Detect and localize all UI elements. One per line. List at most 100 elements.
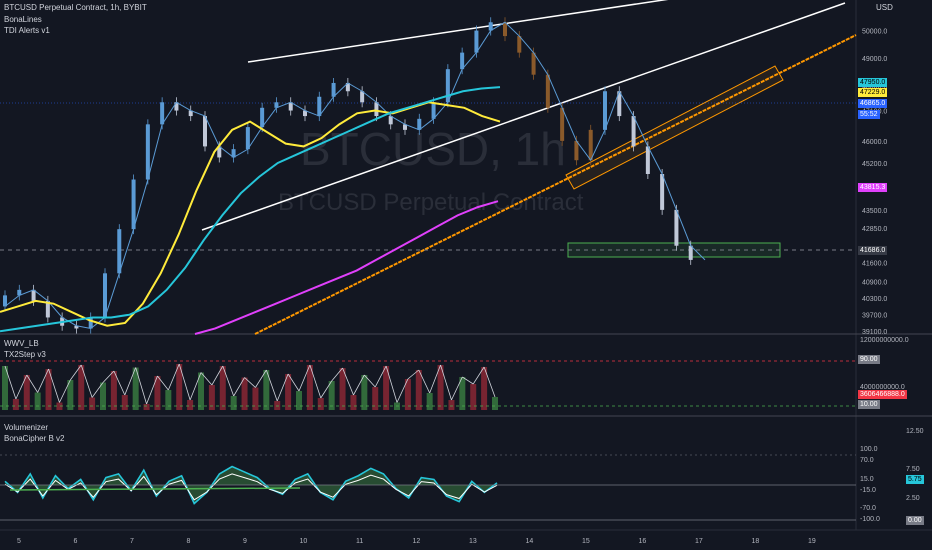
x-tick-label: 8 [187, 538, 191, 545]
price-candles[interactable] [3, 17, 693, 334]
tx2step-bar [274, 401, 281, 410]
tx2step-bar [459, 377, 466, 410]
tx2step-line [26, 374, 39, 393]
pane2-tag-volume: 3606466888.0 [858, 390, 907, 399]
y-tick-label: 40300.0 [862, 296, 887, 303]
pane2-axis-mid: 4000000000.0 [860, 384, 905, 391]
indicator-volumenizer[interactable]: Volumenizer [4, 423, 49, 432]
watermark-name: BTCUSD Perpetual Contract [278, 189, 584, 216]
price-tag-yellow: 47229.0 [858, 88, 888, 97]
y-tick-label: 46000.0 [862, 139, 887, 146]
tx2step-line [102, 370, 115, 383]
pane3-axis-m70: -70.0 [860, 505, 876, 512]
pane2-tag-90: 90.00 [858, 355, 880, 364]
tx2step-bar [23, 375, 30, 410]
tx2step-line [309, 364, 322, 399]
tx2step-line [342, 367, 354, 396]
tx2step-line [37, 368, 49, 393]
tx2step-line [331, 367, 343, 382]
tx2step-line [124, 367, 137, 396]
tx2step-line [265, 369, 278, 402]
x-tick-label: 14 [526, 538, 534, 545]
tx2step-line [80, 364, 93, 398]
tx2step-line [385, 365, 398, 403]
y-tick-label: 45200.0 [862, 161, 887, 168]
x-tick-label: 7 [130, 538, 134, 545]
y-tick-label: 41600.0 [862, 260, 887, 267]
tx2step-bar [372, 387, 379, 410]
tx2step-line [407, 369, 420, 380]
tx2step-line [483, 366, 496, 398]
x-tick-label: 17 [695, 538, 703, 545]
tx2step-bar [208, 385, 215, 410]
tx2step-line [255, 369, 267, 388]
tx2step-bar [230, 396, 237, 410]
wedge-upper-line[interactable] [247, 0, 690, 63]
price-series [0, 21, 706, 335]
tx2step-line [48, 368, 60, 403]
tx2step-line [59, 379, 71, 403]
y-tick-label: 43500.0 [862, 208, 887, 215]
tx2step-bar [45, 369, 52, 410]
tx2step-line [276, 373, 289, 402]
tx2step-bar [481, 367, 488, 410]
tx2step-line [374, 365, 387, 388]
tx2step-bar [56, 402, 63, 410]
y-tick-label: 40900.0 [862, 280, 887, 287]
tx2step-bar [339, 368, 346, 410]
pane3-axis-15: 15.0 [860, 476, 874, 483]
orange-channel-box[interactable] [565, 65, 784, 190]
tx2step-bar [241, 377, 248, 410]
y-tick-label: 49000.0 [862, 56, 887, 63]
tx2step-bars [2, 363, 498, 410]
x-tick-label: 16 [639, 538, 647, 545]
wedge-lower-line[interactable] [201, 2, 846, 231]
tx2step-bar [285, 374, 292, 410]
tx2step-line [364, 374, 376, 388]
indicator-tx2step[interactable]: TX2Step v3 [4, 350, 46, 359]
pane3-axis-70: 70.0 [860, 457, 874, 464]
tx2step-line [222, 365, 235, 397]
tx2step-bar [437, 365, 444, 410]
tx2step-bar [252, 387, 259, 410]
symbol-title[interactable]: BTCUSD Perpetual Contract, 1h, BYBIT [4, 3, 147, 12]
price-tag-dashed: 41686.0 [858, 246, 888, 255]
tx2step-bar [154, 376, 161, 410]
countdown-tag: 55:52 [858, 110, 880, 119]
tx2step-bar [361, 375, 368, 410]
tx2step-line [233, 377, 245, 397]
tx2step-line [178, 363, 191, 401]
tx2step-line [287, 373, 300, 392]
tx2step-line [113, 370, 126, 396]
orange-trendline[interactable] [254, 34, 857, 335]
y-tick-label: 48000.0 [862, 84, 887, 91]
tx2step-bar [110, 371, 117, 410]
pane2-tag-10: 10.00 [858, 400, 880, 409]
tx2step-line [320, 380, 333, 399]
tx2step-bar [89, 397, 96, 410]
tx2step-bar [176, 364, 183, 410]
tx2step-bar [328, 381, 335, 410]
x-tick-label: 5 [17, 538, 21, 545]
indicator-tdi-alerts[interactable]: TDI Alerts v1 [4, 26, 50, 35]
y-tick-label: 39700.0 [862, 313, 887, 320]
y-tick-label: 50000.0 [862, 29, 887, 36]
tx2step-line [167, 363, 180, 391]
tx2step-line [211, 365, 224, 386]
tx2step-bar [78, 365, 85, 410]
tx2step-line [429, 364, 441, 394]
indicator-bonalines[interactable]: BonaLines [4, 15, 42, 24]
indicator-bonacipher[interactable]: BonaCipher B v2 [4, 434, 65, 443]
pane3-tag-zero: 0.00 [906, 516, 924, 525]
tx2step-bar [383, 366, 390, 410]
x-tick-label: 9 [243, 538, 247, 545]
pane3-axis-1: 12.50 [906, 428, 924, 435]
tx2step-bar [187, 400, 194, 410]
tx2step-bar [100, 382, 106, 410]
indicator-wwv-lb[interactable]: WWV_LB [4, 339, 39, 348]
pane3-axis-m15: -15.0 [860, 487, 876, 494]
y-tick-label: 39100.0 [862, 329, 887, 336]
tx2step-bar [2, 366, 8, 410]
time-axis[interactable]: 5 6 7 8 9 10 11 12 13 14 15 16 17 18 19 [17, 538, 816, 545]
